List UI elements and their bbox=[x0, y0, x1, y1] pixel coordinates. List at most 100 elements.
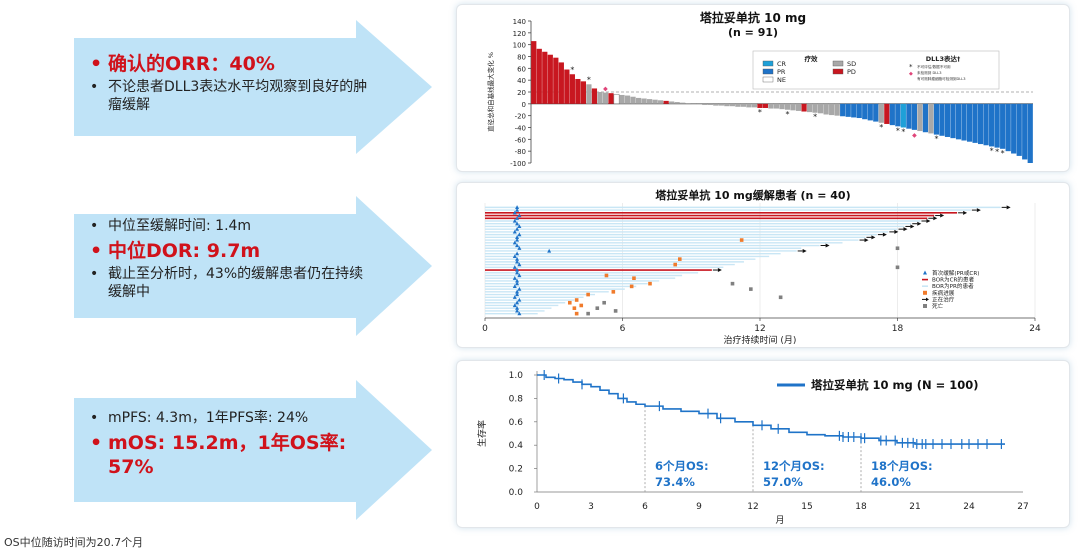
waterfall-bar bbox=[547, 54, 553, 104]
y-tick-label: 1.0 bbox=[509, 371, 524, 381]
death-marker bbox=[602, 300, 606, 305]
first-response-marker bbox=[515, 281, 520, 286]
waterfall-bar bbox=[635, 97, 642, 104]
km-chart-panel: 0.0 0.2 0.4 0.6 0.8 1.0 0 3 6 9 12 15 18 21 24 27 月 生存率 6个… bbox=[456, 360, 1070, 528]
waterfall-bar bbox=[674, 102, 680, 104]
legend-swatch-pd bbox=[832, 68, 844, 75]
waterfall-bar bbox=[1005, 103, 1011, 152]
y-axis-label: 直径总和自基线最大变化 % bbox=[486, 52, 495, 132]
annotation-label: 18个月OS: bbox=[871, 459, 933, 473]
waterfall-bar bbox=[536, 48, 542, 104]
y-tick-label: 0.8 bbox=[509, 394, 524, 404]
waterfall-bar bbox=[989, 103, 995, 147]
dll3-marker: * bbox=[879, 123, 883, 132]
waterfall-bar bbox=[707, 103, 713, 106]
first-response-marker bbox=[512, 295, 517, 299]
death-marker bbox=[613, 309, 618, 313]
first-response-marker bbox=[515, 226, 520, 231]
bullet-item: 中位至缓解时间: 1.4m bbox=[86, 218, 376, 236]
waterfall-bar bbox=[663, 100, 669, 104]
bullet-item: 中位DOR: 9.7m bbox=[86, 239, 376, 264]
waterfall-bar bbox=[795, 103, 802, 111]
first-response-marker bbox=[512, 240, 517, 245]
y-tick-label: 0.6 bbox=[509, 418, 524, 428]
ongoing-arrow-head bbox=[910, 224, 915, 229]
dll3-marker: * bbox=[995, 148, 999, 157]
orr-bullet-list: 确认的ORR：40%不论患者DLL3表达水平均观察到良好的肿瘤缓解 bbox=[86, 52, 376, 118]
annotation-value: 46.0% bbox=[871, 475, 911, 489]
first-response-marker bbox=[517, 232, 522, 237]
waterfall-bar bbox=[933, 103, 940, 135]
waterfall-bar bbox=[972, 103, 978, 143]
x-tick-label: 24 bbox=[963, 502, 975, 512]
x-tick-label: 12 bbox=[747, 502, 758, 512]
first-response-marker bbox=[512, 218, 517, 223]
y-tick-label: -100 bbox=[510, 160, 526, 168]
waterfall-bar bbox=[823, 103, 829, 115]
first-response-marker bbox=[512, 229, 517, 234]
waterfall-bar bbox=[702, 103, 708, 106]
ongoing-arrow-head bbox=[976, 208, 981, 213]
y-tick-label: -60 bbox=[515, 136, 526, 144]
legend-label-death: 死亡 bbox=[932, 302, 944, 310]
legend-title: 疗效 bbox=[805, 54, 819, 63]
bullet-item: mPFS: 4.3m，1年PFS率: 24% bbox=[86, 410, 376, 428]
waterfall-bar bbox=[575, 78, 581, 104]
waterfall-bar bbox=[630, 96, 636, 104]
waterfall-bar bbox=[840, 103, 846, 117]
waterfall-bar bbox=[597, 92, 603, 104]
legend-label-cr: CR bbox=[777, 60, 787, 68]
waterfall-bar bbox=[895, 103, 901, 127]
waterfall-bar bbox=[608, 93, 614, 104]
progression-marker bbox=[586, 292, 590, 297]
waterfall-bar bbox=[613, 94, 620, 105]
waterfall-bar bbox=[856, 103, 862, 119]
ongoing-arrow-head bbox=[825, 243, 830, 248]
dll3-marker: * bbox=[813, 113, 817, 122]
first-response-marker bbox=[517, 246, 522, 250]
first-response-marker bbox=[517, 311, 522, 316]
waterfall-bar bbox=[806, 103, 813, 113]
waterfall-bar bbox=[911, 103, 918, 130]
legend-swatch-sd bbox=[832, 60, 844, 67]
waterfall-bar bbox=[977, 103, 984, 145]
y-tick-label: 0 bbox=[522, 101, 526, 109]
x-tick-label: 15 bbox=[801, 502, 812, 512]
first-response-marker bbox=[517, 213, 522, 218]
y-tick-label: 0.2 bbox=[509, 465, 523, 475]
waterfall-bar bbox=[658, 100, 664, 104]
chart-title: 塔拉妥单抗 10 mg缓解患者 (n = 40) bbox=[655, 188, 850, 202]
y-tick-label: 0.0 bbox=[509, 488, 524, 498]
waterfall-bar bbox=[917, 103, 923, 132]
waterfall-bar bbox=[591, 88, 598, 104]
waterfall-bar bbox=[641, 98, 647, 104]
death-marker bbox=[595, 306, 600, 310]
waterfall-bar bbox=[602, 92, 609, 104]
waterfall-bar bbox=[873, 103, 879, 122]
x-tick-label: 18 bbox=[855, 502, 867, 512]
legend-symbol-death bbox=[923, 304, 927, 308]
legend-label-pd: 疾病进展 bbox=[932, 289, 955, 297]
first-response-marker bbox=[517, 262, 522, 267]
progression-marker bbox=[673, 262, 678, 267]
dll3-marker: ◆ bbox=[912, 132, 917, 139]
first-response-marker bbox=[512, 265, 517, 269]
y-tick-label: 140 bbox=[513, 18, 526, 26]
waterfall-bar bbox=[542, 51, 548, 104]
waterfall-bar bbox=[801, 103, 807, 112]
survival-bullet-list: mPFS: 4.3m，1年PFS率: 24% mOS: 15.2m，1年OS率: … bbox=[86, 410, 376, 483]
first-response-marker bbox=[512, 210, 517, 215]
x-axis-label: 月 bbox=[775, 515, 784, 526]
x-tick-label: 0 bbox=[534, 502, 540, 512]
waterfall-bar bbox=[983, 103, 989, 146]
waterfall-bar bbox=[1000, 103, 1006, 149]
ongoing-arrow-head bbox=[802, 248, 807, 253]
legend-label-first: 首次缓解(PR或CR) bbox=[932, 269, 979, 277]
progression-marker bbox=[739, 238, 744, 242]
dll3-marker: * bbox=[896, 126, 900, 135]
first-response-marker bbox=[515, 237, 520, 242]
y-axis-label: 生存率 bbox=[476, 420, 488, 447]
waterfall-bar bbox=[735, 103, 741, 107]
waterfall-bar bbox=[531, 41, 537, 104]
x-tick-label: 24 bbox=[1029, 324, 1041, 334]
